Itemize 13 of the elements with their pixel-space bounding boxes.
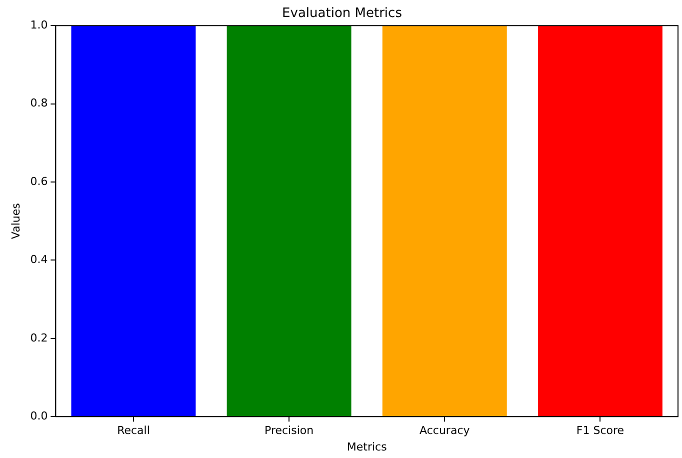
y-axis-title: Values bbox=[9, 202, 22, 240]
x-tick-label: Precision bbox=[264, 424, 314, 438]
y-tick-label: 0.6 bbox=[30, 174, 48, 188]
y-tick-label: 0.0 bbox=[30, 409, 48, 422]
x-tick-label: F1 Score bbox=[576, 424, 624, 438]
y-tick-label: 0.4 bbox=[30, 253, 48, 266]
x-tick-label: Accuracy bbox=[420, 424, 470, 438]
x-axis-title: Metrics bbox=[346, 440, 388, 454]
y-tick-label: 0.2 bbox=[30, 331, 48, 344]
y-tick-label: 0.8 bbox=[30, 96, 48, 110]
y-tick-label: 1.0 bbox=[30, 18, 48, 32]
x-tick-label: Recall bbox=[117, 424, 150, 438]
chart-title: Evaluation Metrics bbox=[282, 6, 402, 22]
